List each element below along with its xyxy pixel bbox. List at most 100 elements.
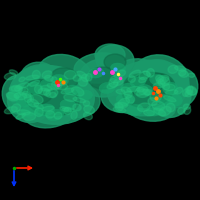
- Ellipse shape: [156, 75, 163, 82]
- Ellipse shape: [152, 101, 165, 110]
- Ellipse shape: [175, 66, 186, 71]
- Ellipse shape: [141, 60, 179, 90]
- Ellipse shape: [143, 89, 150, 95]
- Ellipse shape: [127, 87, 140, 92]
- Ellipse shape: [19, 77, 25, 82]
- Ellipse shape: [22, 79, 54, 105]
- Ellipse shape: [157, 94, 173, 106]
- Ellipse shape: [130, 77, 146, 87]
- Ellipse shape: [183, 89, 189, 96]
- Ellipse shape: [6, 93, 17, 100]
- Ellipse shape: [163, 84, 175, 91]
- Ellipse shape: [83, 101, 90, 106]
- Ellipse shape: [60, 107, 69, 111]
- Ellipse shape: [131, 55, 189, 105]
- Ellipse shape: [2, 75, 38, 115]
- Ellipse shape: [27, 82, 43, 94]
- Ellipse shape: [22, 91, 31, 98]
- Ellipse shape: [30, 80, 40, 86]
- Ellipse shape: [74, 53, 126, 83]
- Ellipse shape: [26, 75, 39, 80]
- Ellipse shape: [121, 83, 135, 93]
- Ellipse shape: [7, 92, 19, 101]
- Ellipse shape: [101, 77, 149, 113]
- Ellipse shape: [17, 110, 30, 115]
- Ellipse shape: [114, 73, 120, 78]
- Ellipse shape: [185, 90, 193, 97]
- Ellipse shape: [22, 112, 36, 121]
- Ellipse shape: [116, 94, 134, 106]
- Ellipse shape: [111, 63, 125, 73]
- Ellipse shape: [24, 95, 32, 102]
- Ellipse shape: [50, 92, 56, 98]
- Ellipse shape: [146, 104, 164, 116]
- Ellipse shape: [115, 103, 123, 111]
- Ellipse shape: [128, 76, 135, 82]
- Ellipse shape: [178, 108, 185, 114]
- Ellipse shape: [4, 73, 16, 80]
- Ellipse shape: [121, 87, 131, 95]
- Ellipse shape: [25, 80, 79, 116]
- Ellipse shape: [42, 71, 52, 78]
- Ellipse shape: [107, 82, 118, 89]
- Ellipse shape: [95, 44, 125, 66]
- Ellipse shape: [55, 80, 66, 86]
- Ellipse shape: [159, 106, 171, 116]
- Ellipse shape: [35, 108, 43, 117]
- Ellipse shape: [46, 111, 55, 118]
- Ellipse shape: [118, 70, 125, 76]
- Ellipse shape: [96, 45, 134, 75]
- Ellipse shape: [147, 69, 154, 77]
- Ellipse shape: [44, 89, 50, 96]
- Ellipse shape: [19, 87, 28, 95]
- Ellipse shape: [136, 88, 144, 92]
- Ellipse shape: [116, 89, 125, 94]
- Ellipse shape: [188, 73, 195, 77]
- Ellipse shape: [32, 70, 40, 79]
- Ellipse shape: [16, 93, 34, 107]
- Ellipse shape: [16, 113, 25, 119]
- Ellipse shape: [65, 85, 79, 95]
- Ellipse shape: [138, 103, 150, 112]
- Ellipse shape: [84, 106, 94, 114]
- Ellipse shape: [137, 89, 150, 97]
- Ellipse shape: [60, 99, 76, 111]
- Ellipse shape: [125, 91, 132, 98]
- Ellipse shape: [86, 74, 92, 81]
- Ellipse shape: [174, 87, 183, 94]
- Ellipse shape: [184, 107, 191, 114]
- Ellipse shape: [9, 70, 18, 75]
- Ellipse shape: [11, 86, 20, 91]
- Ellipse shape: [178, 70, 186, 76]
- Ellipse shape: [15, 92, 27, 100]
- Ellipse shape: [145, 90, 152, 95]
- Ellipse shape: [124, 74, 152, 94]
- Ellipse shape: [16, 83, 29, 89]
- Ellipse shape: [51, 68, 79, 88]
- Ellipse shape: [4, 107, 17, 114]
- Ellipse shape: [20, 62, 60, 98]
- Ellipse shape: [73, 98, 86, 103]
- Ellipse shape: [15, 86, 22, 92]
- Ellipse shape: [35, 104, 55, 116]
- Ellipse shape: [99, 82, 115, 94]
- Ellipse shape: [150, 74, 166, 86]
- Ellipse shape: [46, 89, 58, 97]
- Ellipse shape: [163, 82, 177, 94]
- Ellipse shape: [154, 83, 163, 88]
- Ellipse shape: [110, 75, 122, 83]
- Ellipse shape: [109, 79, 118, 87]
- Ellipse shape: [107, 60, 189, 116]
- Ellipse shape: [52, 74, 68, 86]
- Ellipse shape: [7, 77, 53, 123]
- Ellipse shape: [50, 82, 100, 118]
- Ellipse shape: [166, 103, 175, 112]
- Ellipse shape: [109, 59, 161, 101]
- Ellipse shape: [137, 84, 153, 96]
- Ellipse shape: [54, 112, 62, 119]
- Ellipse shape: [88, 67, 118, 89]
- Ellipse shape: [79, 59, 127, 97]
- Ellipse shape: [40, 79, 56, 91]
- Ellipse shape: [38, 54, 92, 96]
- Ellipse shape: [12, 104, 21, 112]
